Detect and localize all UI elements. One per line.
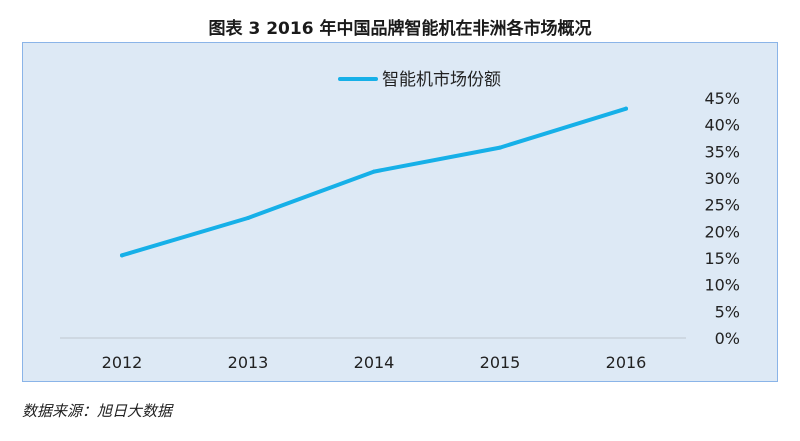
- series-group: [120, 106, 628, 258]
- data-point: [624, 106, 628, 111]
- y-tick-label: 40%: [704, 116, 740, 135]
- x-tick-label: 2015: [480, 353, 521, 372]
- y-tick-label: 15%: [704, 249, 740, 268]
- legend: 智能机市场份额: [338, 70, 501, 90]
- series-line: [120, 106, 628, 258]
- data-point: [120, 253, 124, 258]
- y-tick-label: 30%: [704, 169, 740, 188]
- y-tick-label: 45%: [704, 89, 740, 108]
- x-tick-label: 2012: [102, 353, 143, 372]
- y-tick-label: 0%: [715, 329, 740, 348]
- source-note: 数据来源：旭日大数据: [22, 402, 173, 420]
- legend-label: 智能机市场份额: [382, 70, 501, 90]
- x-tick-label: 2014: [354, 353, 395, 372]
- y-tick-label: 5%: [715, 302, 740, 321]
- x-tick-label: 2016: [606, 353, 647, 372]
- y-tick-label: 25%: [704, 196, 740, 215]
- figure-title: 图表 3 2016 年中国品牌智能机在非洲各市场概况: [208, 19, 592, 39]
- x-axis: 2012 2013 2014 2015 2016: [60, 337, 686, 372]
- data-point: [246, 216, 250, 220]
- y-axis: 0% 5% 10% 15% 20% 25% 30% 35% 40% 45%: [704, 89, 740, 348]
- x-tick-label: 2013: [228, 353, 269, 372]
- y-tick-label: 35%: [704, 142, 740, 161]
- y-tick-label: 20%: [704, 222, 740, 241]
- chart-area: [22, 42, 778, 382]
- y-tick-label: 10%: [704, 276, 740, 295]
- data-point: [498, 145, 502, 150]
- data-point: [372, 169, 376, 174]
